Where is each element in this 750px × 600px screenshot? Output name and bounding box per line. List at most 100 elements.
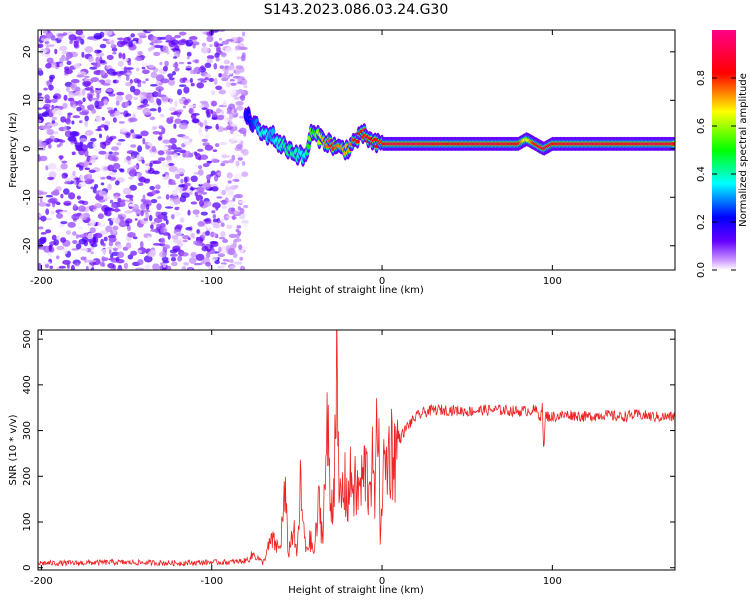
noise-point <box>62 259 71 265</box>
x-tick-label: -200 <box>30 576 53 587</box>
noise-point <box>124 199 133 203</box>
noise-point <box>199 122 204 128</box>
noise-point <box>226 215 234 219</box>
noise-point <box>190 113 197 120</box>
noise-point <box>61 175 66 179</box>
colorbar-gradient <box>712 30 736 270</box>
noise-point <box>165 194 170 200</box>
noise-point <box>157 196 162 199</box>
noise-point <box>242 148 249 156</box>
noise-point <box>51 116 58 121</box>
noise-point <box>221 155 231 158</box>
noise-point <box>135 267 144 270</box>
noise-point <box>229 265 236 269</box>
noise-point <box>200 30 204 35</box>
noise-point <box>150 228 159 232</box>
noise-point <box>101 116 105 121</box>
noise-point <box>236 137 242 143</box>
noise-point <box>167 145 173 151</box>
noise-point <box>142 137 146 145</box>
noise-point <box>150 151 156 158</box>
y-tick-label: 300 <box>22 421 33 440</box>
noise-point <box>216 196 223 199</box>
noise-point <box>59 62 64 68</box>
noise-point <box>193 240 200 246</box>
noise-point <box>72 170 76 176</box>
noise-point <box>159 251 167 258</box>
noise-point <box>45 138 54 143</box>
noise-point <box>209 44 213 48</box>
noise-point <box>192 44 196 49</box>
noise-point <box>105 88 113 93</box>
noise-point <box>182 239 188 243</box>
noise-point <box>177 168 186 175</box>
noise-point <box>212 214 216 219</box>
noise-point <box>181 192 190 198</box>
noise-point <box>112 169 118 173</box>
noise-point <box>116 91 125 96</box>
noise-point <box>195 186 205 193</box>
noise-point <box>100 124 106 128</box>
noise-point <box>160 114 165 118</box>
noise-point <box>60 193 64 199</box>
noise-point <box>241 171 249 177</box>
noise-point <box>94 184 99 189</box>
noise-point <box>211 221 218 226</box>
noise-point <box>112 247 118 252</box>
noise-point <box>66 60 72 65</box>
noise-point <box>45 217 53 221</box>
noise-point <box>164 60 169 67</box>
noise-point <box>196 82 204 89</box>
noise-point <box>125 74 130 81</box>
noise-point <box>110 39 115 47</box>
noise-point <box>230 128 234 135</box>
noise-point <box>140 92 148 96</box>
noise-point <box>44 41 50 44</box>
x-tick-label: 0 <box>379 576 385 587</box>
noise-point <box>186 51 192 57</box>
noise-point <box>108 151 113 155</box>
noise-point <box>133 96 138 100</box>
noise-point <box>122 53 126 60</box>
snr-y-ticks: 0 100 200 300 400 500 <box>22 330 675 571</box>
noise-point <box>78 234 87 238</box>
noise-point <box>79 138 88 142</box>
noise-point <box>171 189 178 197</box>
noise-point <box>96 101 105 107</box>
noise-point <box>172 71 176 76</box>
noise-point <box>145 78 149 82</box>
noise-point <box>157 167 163 173</box>
noise-point <box>170 214 175 220</box>
noise-point <box>221 73 228 78</box>
noise-point <box>183 140 192 146</box>
noise-point <box>75 243 82 250</box>
noise-point <box>215 107 222 114</box>
noise-point <box>56 212 63 219</box>
noise-point <box>93 232 103 239</box>
noise-point <box>170 256 177 262</box>
noise-point <box>105 225 113 233</box>
noise-point <box>225 81 231 88</box>
noise-point <box>196 229 200 234</box>
noise-point <box>38 43 44 49</box>
noise-point <box>178 184 186 188</box>
noise-point <box>149 108 157 112</box>
noise-point <box>144 112 152 116</box>
colorbar-tick-label: 0.6 <box>696 118 707 134</box>
noise-point <box>66 121 71 125</box>
noise-point <box>38 245 47 250</box>
noise-point <box>209 141 216 146</box>
x-tick-label: 100 <box>543 576 562 587</box>
spectrogram-x-ticks: -200 -100 0 100 <box>30 30 562 287</box>
noise-point <box>123 262 129 270</box>
noise-point <box>229 185 238 190</box>
noise-point <box>188 257 197 264</box>
noise-point <box>92 62 101 68</box>
noise-point <box>88 162 93 166</box>
noise-point <box>157 106 162 113</box>
noise-point <box>90 85 94 92</box>
noise-point <box>112 162 121 170</box>
noise-point <box>214 52 220 58</box>
noise-point <box>205 230 211 236</box>
colorbar-tick-label: 0.2 <box>696 214 707 230</box>
